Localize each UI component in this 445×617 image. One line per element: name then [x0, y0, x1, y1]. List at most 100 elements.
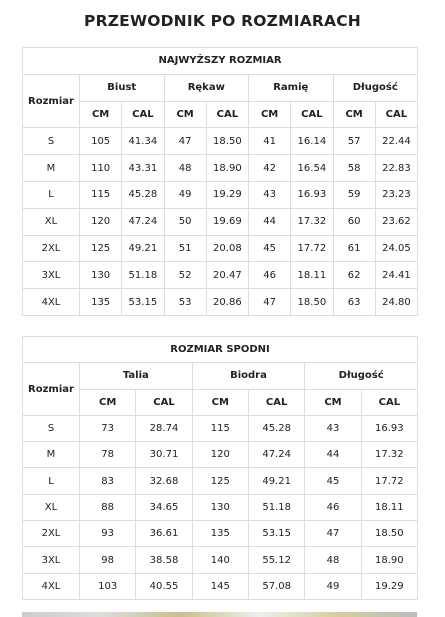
unit-header: CM	[163, 100, 207, 129]
data-row: XL 120 47.24 50 19.69 44 17.32 60 23.62	[22, 207, 419, 236]
cell: 130	[78, 261, 123, 290]
unit-header: CM	[247, 100, 292, 129]
cell: 47	[163, 127, 207, 156]
cell: 83	[78, 467, 137, 495]
data-row: M 110 43.31 48 18.90 42 16.54 58 22.83	[22, 154, 419, 182]
cell: 18.50	[290, 288, 334, 316]
cell: 42	[247, 154, 292, 182]
cell: 46	[247, 261, 292, 290]
cell: 88	[78, 493, 137, 522]
unit-header: CAL	[247, 388, 306, 416]
cell: 32.68	[135, 467, 193, 495]
size-cell: 2XL	[22, 520, 80, 548]
cell: 140	[191, 546, 249, 574]
data-row: S 73 28.74 115 45.28 43 16.93	[22, 414, 419, 443]
cell: 20.08	[205, 234, 250, 263]
cell: 18.50	[360, 520, 419, 548]
cell: 18.11	[290, 261, 334, 290]
cell: 125	[78, 234, 123, 263]
cell: 49	[163, 180, 207, 209]
cell: 17.32	[360, 441, 419, 469]
cell: 49.21	[247, 467, 306, 495]
cell: 50	[163, 207, 207, 236]
cell: 24.05	[374, 234, 419, 263]
cell: 45	[247, 234, 292, 263]
unit-header: CAL	[374, 100, 419, 129]
cell: 47.24	[121, 207, 165, 236]
data-row: 3XL 98 38.58 140 55.12 48 18.90	[22, 546, 419, 574]
cell: 16.93	[360, 414, 419, 443]
unit-header: CM	[78, 388, 137, 416]
data-row: S 105 41.34 47 18.50 41 16.14 57 22.44	[22, 127, 419, 156]
cell: 115	[191, 414, 249, 443]
cell: 16.14	[290, 127, 334, 156]
cell: 24.80	[374, 288, 419, 316]
group-header: Talia	[79, 362, 193, 390]
cell: 58	[332, 154, 376, 182]
group-header: Biust	[79, 73, 165, 102]
cell: 19.29	[360, 572, 419, 600]
cell: 49.21	[121, 234, 165, 263]
cell: 61	[332, 234, 376, 263]
cell: 120	[191, 441, 249, 469]
cell: 43	[247, 180, 292, 209]
cell: 60	[332, 207, 376, 236]
page-title: PRZEWODNIK PO ROZMIARACH	[84, 12, 361, 30]
table-caption: NAJWYŻSZY ROZMIAR	[21, 47, 419, 75]
cell: 47	[247, 288, 292, 316]
cell: 49	[304, 572, 362, 600]
cell: 125	[191, 467, 249, 495]
cell: 51.18	[247, 493, 306, 522]
cell: 48	[163, 154, 207, 182]
data-row: XL 88 34.65 130 51.18 46 18.11	[22, 493, 419, 522]
cell: 53	[163, 288, 207, 316]
cell: 57.08	[247, 572, 306, 600]
caption-row: NAJWYŻSZY ROZMIAR	[21, 47, 419, 75]
caption-row: ROZMIAR SPODNI	[21, 335, 419, 364]
cell: 51.18	[121, 261, 165, 290]
unit-header: CM	[332, 100, 376, 129]
cell: 17.72	[290, 234, 334, 263]
cell: 98	[78, 546, 137, 574]
data-row: L 115 45.28 49 19.29 43 16.93 59 23.23	[22, 180, 419, 209]
unit-header: CAL	[121, 100, 165, 129]
cell: 43.31	[121, 154, 165, 182]
cell: 46	[304, 493, 362, 522]
cell: 17.32	[290, 207, 334, 236]
size-cell: S	[22, 414, 80, 443]
cell: 53.15	[247, 520, 306, 548]
size-cell: XL	[22, 207, 80, 236]
data-row: L 83 32.68 125 49.21 45 17.72	[22, 467, 419, 495]
cell: 30.71	[135, 441, 193, 469]
cell: 57	[332, 127, 376, 156]
cell: 130	[191, 493, 249, 522]
data-row: 4XL 135 53.15 53 20.86 47 18.50 63 24.80	[22, 288, 419, 316]
cell: 45	[304, 467, 362, 495]
cell: 23.23	[374, 180, 419, 209]
table-caption: ROZMIAR SPODNI	[21, 335, 419, 364]
cell: 52	[163, 261, 207, 290]
data-row: M 78 30.71 120 47.24 44 17.32	[22, 441, 419, 469]
row-header: Rozmiar	[22, 362, 80, 416]
cell: 47	[304, 520, 362, 548]
cell: 45.28	[121, 180, 165, 209]
cell: 34.65	[135, 493, 193, 522]
cell: 45.28	[247, 414, 306, 443]
group-row: Rozmiar Talia Biodra Długość	[22, 362, 419, 416]
cell: 78	[78, 441, 137, 469]
size-cell: M	[22, 441, 80, 469]
cell: 28.74	[135, 414, 193, 443]
cell: 47.24	[247, 441, 306, 469]
unit-header: CAL	[360, 388, 419, 416]
cell: 41	[247, 127, 292, 156]
size-cell: L	[22, 467, 80, 495]
cell: 36.61	[135, 520, 193, 548]
cell: 44	[247, 207, 292, 236]
cell: 23.62	[374, 207, 419, 236]
cell: 19.29	[205, 180, 250, 209]
cell: 44	[304, 441, 362, 469]
data-row: 2XL 93 36.61 135 53.15 47 18.50	[22, 520, 419, 548]
cell: 53.15	[121, 288, 165, 316]
cell: 22.83	[374, 154, 419, 182]
size-table: ROZMIAR SPODNI Rozmiar Talia Biodra Długość C…	[21, 335, 419, 600]
